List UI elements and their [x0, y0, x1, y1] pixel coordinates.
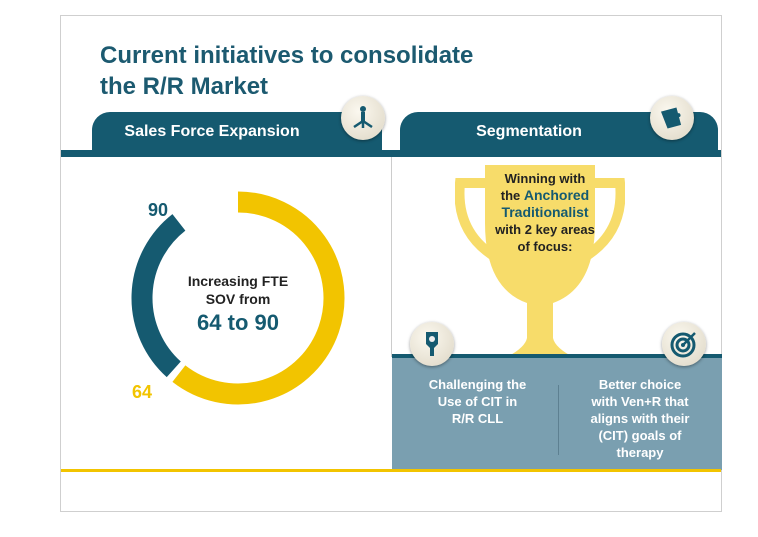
focus-panel — [392, 358, 722, 470]
tab-label: Sales Force Expansion — [124, 123, 300, 140]
tab-label: Segmentation — [476, 123, 582, 140]
trophy-line: Winning with — [504, 171, 586, 186]
donut-yellow-arc — [172, 191, 345, 405]
target-icon — [662, 322, 706, 366]
donut-big-text: 64 to 90 — [197, 310, 279, 335]
trophy-line: with 2 key areas of focus: — [495, 222, 595, 254]
donut-text-line: SOV from — [205, 291, 271, 307]
donut-end-label: 90 — [148, 200, 169, 220]
donut-center-text: Increasing FTE SOV from 64 to 90 — [168, 272, 308, 338]
puzzle-icon — [650, 96, 694, 140]
trophy-icon — [455, 165, 625, 358]
trophy-line: the — [500, 188, 521, 203]
focus-item-ven-r: Better choice with Ven+R that aligns wit… — [590, 377, 690, 460]
focus-divider — [558, 385, 559, 455]
donut-text-line: Increasing FTE — [187, 273, 289, 289]
slide-title: Current initiatives to consolidate the R… — [100, 42, 474, 100]
hand-icon — [410, 322, 454, 366]
trophy-text: Winning with the Anchored Traditionalist… — [490, 170, 600, 255]
donut-dark-arc — [131, 214, 186, 378]
bottom-accent-line — [61, 469, 721, 472]
anchored-traditionalist-highlight: Anchored Traditionalist — [501, 187, 590, 220]
slide-frame — [60, 15, 722, 512]
org-chart-icon — [341, 96, 385, 140]
fte-donut-chart — [131, 191, 345, 405]
panel-top-line — [392, 354, 722, 360]
focus-item-cit: Challenging the Use of CIT in R/R CLL — [428, 377, 527, 426]
donut-start-label: 64 — [132, 382, 153, 402]
section-divider — [391, 157, 392, 357]
header-bar — [61, 150, 721, 157]
tab-sales-force-expansion: Sales Force Expansion — [92, 112, 382, 152]
